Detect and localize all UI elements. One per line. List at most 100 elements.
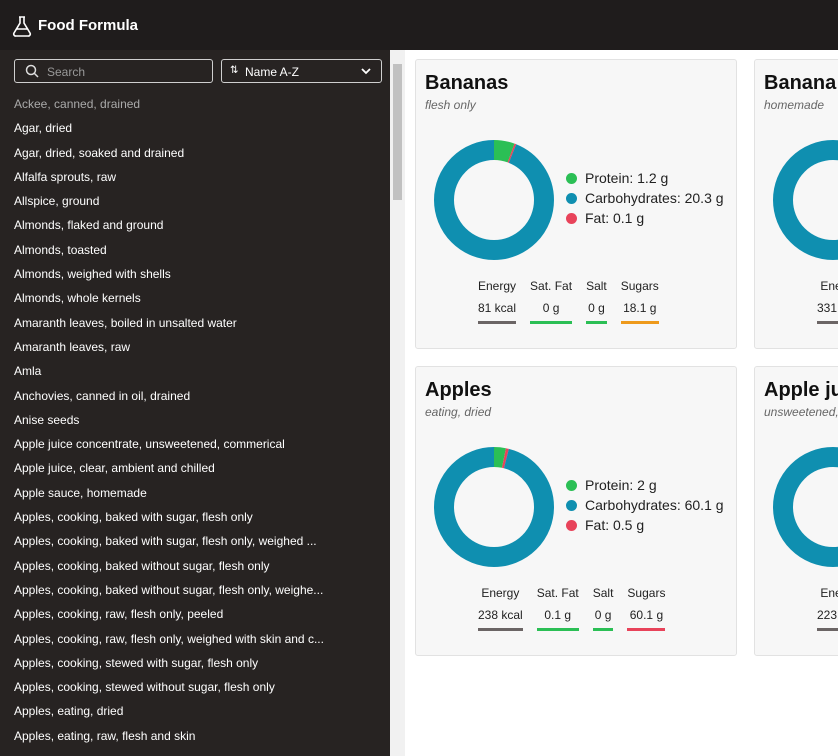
nutrient: Salt 0 g — [592, 586, 614, 631]
food-item[interactable]: Apples, eating, raw, flesh and skin — [14, 728, 196, 743]
sidebar: Search ⇅ Name A-Z Ackee, canned, drained… — [0, 50, 390, 756]
nutrient: Energy 81 kcal — [478, 279, 517, 324]
scrollbar-thumb[interactable] — [393, 64, 402, 200]
food-item[interactable]: Apples, cooking, stewed with sugar, fles… — [14, 655, 259, 670]
legend-item: Fat: 0.5 g — [566, 517, 644, 533]
nutrient-bar — [478, 321, 517, 324]
food-item[interactable]: Allspice, ground — [14, 194, 100, 209]
nutrient: Salt 0 g — [586, 279, 607, 324]
food-item[interactable]: Apple juice concentrate, unsweetened, co… — [14, 437, 285, 452]
legend-label: Fat: 0.5 g — [585, 517, 645, 533]
legend-dot — [566, 193, 577, 204]
food-item[interactable]: Apples, cooking, baked with sugar, flesh… — [14, 534, 317, 549]
food-item[interactable]: Amla — [14, 364, 42, 379]
food-item[interactable]: Apples, cooking, raw, flesh only, peeled — [14, 607, 224, 622]
nutrient-name: Energy — [478, 279, 517, 293]
food-item[interactable]: Ackee, canned, drained — [14, 97, 141, 111]
food-item[interactable]: Apples, cooking, baked without sugar, fl… — [14, 582, 324, 597]
nutrient-bar — [817, 628, 838, 631]
food-item[interactable]: Apples, cooking, baked with sugar, flesh… — [14, 510, 253, 525]
legend-dot — [566, 500, 577, 511]
food-item[interactable]: Anise seeds — [14, 412, 80, 427]
chevron — [361, 68, 371, 75]
food-item[interactable]: Almonds, weighed with shells — [14, 267, 171, 282]
search-box[interactable]: Search — [14, 59, 213, 83]
food-item[interactable]: Apples, cooking, raw, flesh only, weighe… — [14, 631, 324, 646]
donut-ring — [773, 447, 838, 567]
nutrient-name: Sat. Fat — [536, 586, 579, 600]
flask-icon — [12, 16, 32, 37]
food-item[interactable]: Apple juice, clear, ambient and chilled — [14, 461, 215, 476]
nutrient-bar — [620, 321, 659, 324]
legend-item: Protein: 1.2 g — [566, 170, 668, 186]
nutrient-value: 238 kcal — [478, 608, 523, 622]
food-item[interactable]: Apples, eating, dried — [14, 704, 124, 719]
card-subtitle: flesh only — [425, 98, 476, 112]
nutrient-stats: Energy 81 kcal Sat. Fat 0 g Salt 0 g Sugars 18.… — [478, 279, 659, 324]
card-title: Apple juice — [764, 379, 838, 401]
food-item[interactable]: Apple sauce, homemade — [14, 485, 147, 500]
legend-dot — [566, 520, 577, 531]
legend-label: Protein: 1.2 g — [585, 170, 669, 186]
donut-chart — [773, 140, 838, 260]
nutrient: Energy 331 kcal — [817, 279, 838, 324]
nutrient-value: 81 kcal — [478, 301, 517, 315]
food-item[interactable]: Anchovies, canned in oil, drained — [14, 388, 191, 403]
food-item[interactable]: Almonds, toasted — [14, 242, 107, 257]
food-card[interactable]: Apples eating, dried Protein: 2 g Carbohydr… — [415, 366, 737, 656]
food-item[interactable]: Agar, dried — [14, 121, 73, 136]
nutrient-name: Energy — [820, 586, 838, 600]
nutrient: Sat. Fat 0 g — [530, 279, 573, 324]
donut-segment — [434, 140, 554, 260]
donut-chart — [773, 447, 838, 567]
nutrient-value: 223 kcal — [817, 608, 838, 622]
card-title: Banana — [764, 72, 837, 94]
nutrient: Sugars 60.1 g — [627, 586, 666, 631]
food-card[interactable]: Apple juice unsweetened, Energy 223 kcal — [754, 366, 838, 656]
food-item[interactable]: Apples, cooking, stewed without sugar, f… — [14, 680, 275, 695]
food-list: Ackee, canned, drained Agar, dried Agar, d… — [14, 96, 324, 752]
nutrient-value: 331 kcal — [817, 301, 838, 315]
nutrient: Sugars 18.1 g — [620, 279, 659, 324]
sort-label: Name A-Z — [245, 65, 300, 79]
nutrient: Sat. Fat 0.1 g — [536, 586, 579, 631]
food-card[interactable]: Banana homemade Energy 331 kcal — [754, 59, 838, 349]
app-title: Food Formula — [38, 17, 138, 34]
food-item[interactable]: Almonds, whole kernels — [14, 291, 141, 306]
food-item[interactable]: Agar, dried, soaked and drained — [14, 145, 185, 160]
header: Food Formula — [0, 0, 838, 50]
card-subtitle: unsweetened, — [764, 405, 838, 419]
nutrient-bar — [586, 321, 607, 324]
food-item[interactable]: Amaranth leaves, boiled in unsalted wate… — [14, 315, 237, 330]
nutrient-name: Sat. Fat — [530, 279, 573, 293]
legend-item: Carbohydrates: 20.3 g — [566, 190, 724, 206]
nutrient-name: Energy — [481, 586, 520, 600]
legend-item: Fat: 0.1 g — [566, 210, 644, 226]
food-item[interactable]: Amaranth leaves, raw — [14, 339, 131, 354]
donut-chart — [434, 447, 554, 567]
legend-dot — [566, 480, 577, 491]
card-subtitle: homemade — [764, 98, 825, 112]
legend-label: Carbohydrates: 60.1 g — [585, 497, 724, 513]
card-title: Apples — [425, 379, 492, 401]
nutrient-bar — [592, 628, 614, 631]
donut-chart — [434, 140, 554, 260]
food-item[interactable]: Almonds, flaked and ground — [14, 218, 164, 233]
legend-label: Protein: 2 g — [585, 477, 657, 493]
card-title: Bananas — [425, 72, 509, 94]
food-item[interactable]: Alfalfa sprouts, raw — [14, 169, 117, 184]
nutrient-value: 0.1 g — [544, 608, 572, 622]
legend-label: Fat: 0.1 g — [585, 210, 645, 226]
donut-segment — [434, 447, 554, 567]
food-card[interactable]: Bananas flesh only Protein: 1.2 g Carbohydr… — [415, 59, 737, 349]
sort-select[interactable]: ⇅ Name A-Z — [221, 59, 382, 83]
nutrient-bar — [817, 321, 838, 324]
nutrient-name: Sugars — [627, 586, 666, 600]
nutrient-name: Sugars — [620, 279, 659, 293]
legend-item: Carbohydrates: 60.1 g — [566, 497, 724, 513]
scrollbar[interactable] — [390, 50, 405, 756]
nutrient: Energy 223 kcal — [817, 586, 838, 631]
nutrient-bar — [530, 321, 573, 324]
food-item[interactable]: Apples, cooking, baked without sugar, fl… — [14, 558, 270, 573]
